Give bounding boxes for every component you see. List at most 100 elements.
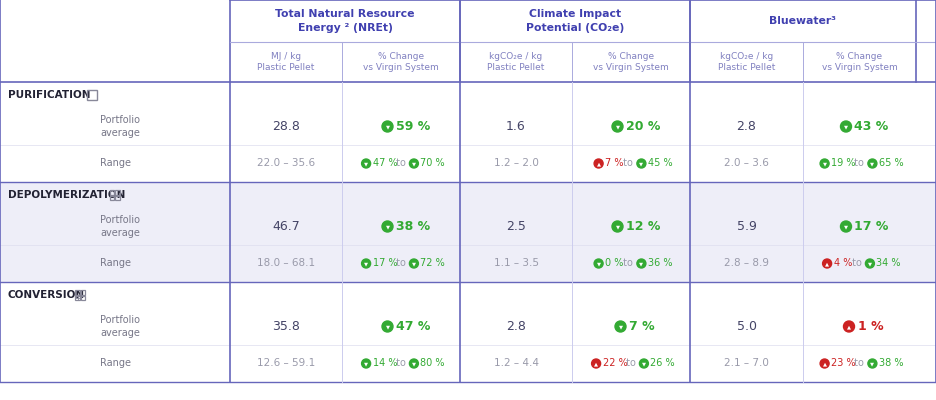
Text: 2.8: 2.8 xyxy=(506,320,526,333)
Circle shape xyxy=(409,159,418,168)
Text: ▼: ▼ xyxy=(823,161,826,166)
Bar xyxy=(0,108,936,145)
Text: Total Natural Resource
Energy ² (NREt): Total Natural Resource Energy ² (NREt) xyxy=(275,9,415,33)
Text: ▼: ▼ xyxy=(386,324,389,329)
Text: 7 %: 7 % xyxy=(629,320,654,333)
Circle shape xyxy=(823,259,831,268)
Circle shape xyxy=(636,159,646,168)
Text: ▼: ▼ xyxy=(870,361,874,366)
Text: 14 %: 14 % xyxy=(373,358,397,368)
Text: 65 %: 65 % xyxy=(879,158,903,168)
Text: 22.0 – 35.6: 22.0 – 35.6 xyxy=(257,158,315,168)
Bar xyxy=(0,208,936,245)
Circle shape xyxy=(612,221,623,232)
Circle shape xyxy=(361,159,371,168)
Text: to: to xyxy=(392,358,409,368)
Text: Portfolio
average: Portfolio average xyxy=(100,115,140,138)
Bar xyxy=(0,345,936,382)
Text: 38 %: 38 % xyxy=(879,358,903,368)
Text: 22 %: 22 % xyxy=(603,358,627,368)
Bar xyxy=(80,290,85,294)
Text: 46.7: 46.7 xyxy=(272,220,300,233)
Text: ▼: ▼ xyxy=(386,124,389,129)
Text: ▼: ▼ xyxy=(619,324,622,329)
Text: 17 %: 17 % xyxy=(855,220,889,233)
Circle shape xyxy=(382,321,393,332)
Text: 18.0 – 68.1: 18.0 – 68.1 xyxy=(257,258,315,268)
Circle shape xyxy=(361,359,371,368)
Text: 5.0: 5.0 xyxy=(737,320,756,333)
Bar xyxy=(0,282,936,308)
Text: 12 %: 12 % xyxy=(626,220,661,233)
Text: 59 %: 59 % xyxy=(396,120,431,133)
Text: Range: Range xyxy=(100,158,131,168)
Text: ▼: ▼ xyxy=(616,224,620,229)
Circle shape xyxy=(594,159,603,168)
Text: 38 %: 38 % xyxy=(396,220,431,233)
Text: 19 %: 19 % xyxy=(831,158,856,168)
Text: 2.8 – 8.9: 2.8 – 8.9 xyxy=(724,258,769,268)
Text: Climate Impact
Potential (CO₂e): Climate Impact Potential (CO₂e) xyxy=(526,9,624,33)
Text: CONVERSION: CONVERSION xyxy=(8,290,85,300)
Text: Range: Range xyxy=(100,358,131,368)
Text: PURIFICATION: PURIFICATION xyxy=(8,90,91,100)
Text: ▼: ▼ xyxy=(412,261,416,266)
Circle shape xyxy=(841,121,852,132)
Bar xyxy=(0,145,936,182)
Text: ▲: ▲ xyxy=(823,361,826,366)
Text: 2.0 – 3.6: 2.0 – 3.6 xyxy=(724,158,769,168)
Circle shape xyxy=(868,359,877,368)
Bar xyxy=(0,308,936,345)
Text: % Change
vs Virgin System: % Change vs Virgin System xyxy=(363,52,439,72)
Text: 72 %: 72 % xyxy=(420,258,446,268)
Text: 47 %: 47 % xyxy=(396,320,431,333)
Text: % Change
vs Virgin System: % Change vs Virgin System xyxy=(593,52,669,72)
Text: to: to xyxy=(849,258,865,268)
Text: Bluewater³: Bluewater³ xyxy=(769,16,837,26)
Text: 23 %: 23 % xyxy=(831,358,856,368)
Circle shape xyxy=(820,359,829,368)
Bar xyxy=(0,245,936,282)
Text: 1.2 – 2.0: 1.2 – 2.0 xyxy=(493,158,538,168)
Text: % Change
vs Virgin System: % Change vs Virgin System xyxy=(822,52,898,72)
Text: 12.6 – 59.1: 12.6 – 59.1 xyxy=(256,358,315,368)
Text: DEPOLYMERIZATION: DEPOLYMERIZATION xyxy=(8,190,125,200)
Text: 1.6: 1.6 xyxy=(506,120,526,133)
Text: 28.8: 28.8 xyxy=(272,120,300,133)
Text: ▼: ▼ xyxy=(616,124,620,129)
Text: ▼: ▼ xyxy=(596,261,601,266)
Text: to: to xyxy=(392,258,409,268)
Text: ▲: ▲ xyxy=(847,324,851,329)
Text: 20 %: 20 % xyxy=(626,120,661,133)
Text: to: to xyxy=(621,158,636,168)
Bar xyxy=(80,296,85,300)
Circle shape xyxy=(594,259,603,268)
Text: to: to xyxy=(392,158,409,168)
Text: 1 %: 1 % xyxy=(857,320,884,333)
Text: to: to xyxy=(851,158,867,168)
Text: to: to xyxy=(622,358,638,368)
Circle shape xyxy=(382,221,393,232)
Text: ▼: ▼ xyxy=(868,261,872,266)
Text: ▼: ▼ xyxy=(412,361,416,366)
Text: ▼: ▼ xyxy=(412,161,416,166)
Bar xyxy=(75,290,80,294)
Text: ▼: ▼ xyxy=(844,224,848,229)
Text: ▼: ▼ xyxy=(639,161,643,166)
Bar xyxy=(75,296,80,300)
Text: ▲: ▲ xyxy=(596,161,601,166)
Text: to: to xyxy=(851,358,867,368)
Text: 80 %: 80 % xyxy=(420,358,445,368)
Text: ▼: ▼ xyxy=(870,161,874,166)
Text: ▼: ▼ xyxy=(642,361,646,366)
Text: 7 %: 7 % xyxy=(605,158,623,168)
Circle shape xyxy=(409,259,418,268)
Bar xyxy=(110,196,114,200)
Text: 2.8: 2.8 xyxy=(737,120,756,133)
Text: kgCO₂e / kg
Plastic Pellet: kgCO₂e / kg Plastic Pellet xyxy=(718,52,775,72)
Text: ▼: ▼ xyxy=(364,361,368,366)
Bar xyxy=(0,82,936,108)
Text: ▼: ▼ xyxy=(639,261,643,266)
Circle shape xyxy=(409,359,418,368)
Text: 17 %: 17 % xyxy=(373,258,397,268)
